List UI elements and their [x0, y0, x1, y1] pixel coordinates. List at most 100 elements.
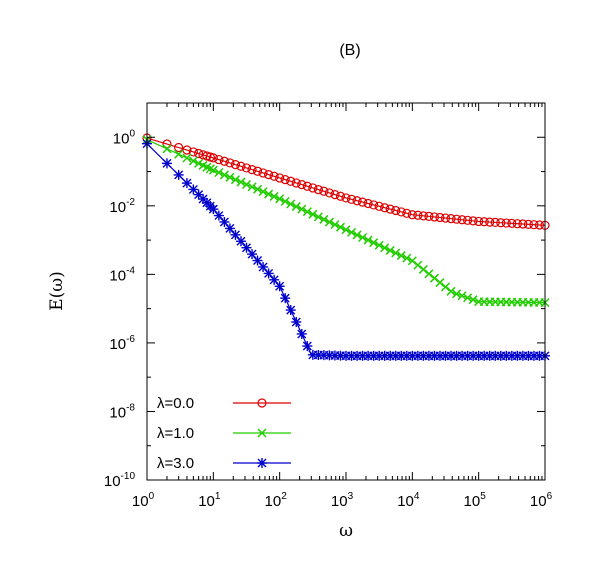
y-tick-label: 10-10 [104, 471, 136, 490]
data-point [225, 172, 235, 182]
data-point [335, 191, 346, 201]
data-point [501, 218, 511, 228]
data-point [297, 180, 307, 190]
data-point [236, 177, 246, 187]
data-point [451, 214, 462, 224]
data-point [280, 293, 291, 304]
data-point [429, 273, 439, 283]
data-point [219, 170, 229, 180]
data-point [263, 268, 274, 279]
data-point [213, 210, 224, 221]
data-point [330, 189, 340, 200]
series-0 [142, 133, 550, 230]
data-point [407, 210, 417, 220]
data-point [357, 197, 368, 207]
data-point [291, 316, 302, 327]
data-point [286, 176, 296, 186]
data-point [194, 158, 204, 168]
data-point [269, 191, 279, 201]
legend-label: λ=1.0 [157, 425, 194, 442]
data-point [518, 219, 528, 229]
chart-title: (B) [339, 42, 360, 59]
data-point [264, 170, 274, 180]
data-point [463, 293, 473, 303]
data-point [391, 205, 401, 216]
x-tick-label: 103 [331, 491, 354, 510]
data-point [424, 269, 434, 279]
data-point [258, 168, 268, 178]
data-point [308, 183, 318, 193]
data-point [380, 243, 390, 253]
legend-label: λ=0.0 [157, 395, 194, 412]
data-point [463, 215, 473, 225]
data-point [280, 196, 290, 206]
data-point [413, 210, 423, 220]
data-point [529, 220, 539, 230]
data-point [352, 230, 362, 240]
data-point [363, 198, 373, 209]
data-point [363, 235, 373, 245]
data-point [247, 182, 257, 192]
tick-layer [146, 102, 545, 481]
series-1 [142, 135, 550, 308]
data-point [264, 189, 274, 199]
data-point [188, 147, 198, 157]
data-point [341, 225, 351, 235]
data-point [424, 211, 434, 221]
data-point [291, 178, 301, 188]
data-point [380, 203, 390, 213]
data-point [275, 194, 285, 204]
data-point [418, 211, 428, 221]
x-tick-label: 106 [530, 491, 553, 510]
data-point [512, 219, 522, 229]
data-point [440, 213, 451, 223]
data-point [214, 154, 224, 165]
data-point [297, 204, 307, 214]
data-point [296, 328, 307, 339]
series-line [146, 137, 546, 226]
data-point [534, 220, 545, 230]
data-point [523, 219, 534, 229]
data-point [258, 187, 268, 197]
data-point [346, 194, 357, 204]
data-point [457, 291, 467, 301]
legend-label: λ=3.0 [157, 455, 194, 472]
data-point [274, 281, 285, 292]
data-point [391, 248, 401, 258]
data-point [219, 156, 229, 166]
data-point [374, 201, 384, 211]
data-point [396, 251, 406, 261]
data-point [457, 215, 467, 225]
data-point [490, 217, 500, 228]
data-point [194, 148, 204, 159]
x-tick-label: 104 [397, 491, 420, 510]
data-point [429, 212, 440, 222]
data-point [324, 217, 334, 227]
data-point [241, 163, 252, 173]
data-point [286, 199, 296, 209]
data-point [396, 207, 406, 217]
data-point [369, 200, 379, 210]
data-point [313, 212, 323, 222]
x-tick-label: 101 [198, 491, 221, 510]
data-point [319, 214, 329, 224]
data-point [257, 458, 267, 468]
data-point [407, 256, 417, 266]
data-point [230, 175, 240, 185]
data-point [313, 185, 323, 195]
data-point [335, 222, 346, 232]
data-point [174, 149, 184, 159]
data-point [468, 216, 478, 226]
data-point [440, 282, 451, 292]
data-point [214, 167, 224, 178]
data-point [352, 196, 362, 206]
data-point [446, 286, 456, 296]
data-point [230, 229, 241, 240]
data-point [182, 145, 192, 155]
data-point [285, 305, 296, 316]
data-point [230, 159, 241, 170]
data-point [173, 169, 184, 180]
data-point [346, 227, 357, 237]
data-point [269, 171, 279, 181]
